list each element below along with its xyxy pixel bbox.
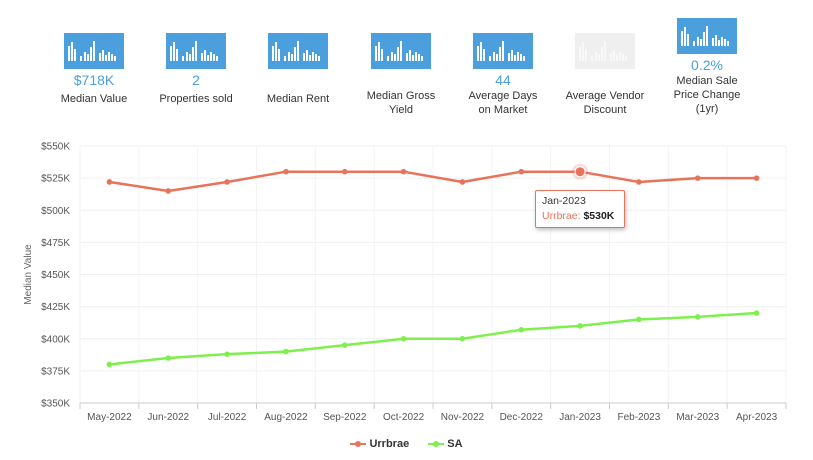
stat-label: Properties sold bbox=[144, 92, 248, 106]
data-point bbox=[106, 179, 113, 185]
stat-label-line: Yield bbox=[388, 104, 414, 116]
tooltip-series: Urrbrae: bbox=[542, 210, 581, 222]
stat-value: 0.2% bbox=[691, 57, 723, 73]
x-tick-label: Sep-2022 bbox=[323, 412, 367, 423]
stat-value: 44 bbox=[495, 72, 511, 88]
data-point bbox=[459, 179, 466, 185]
data-point bbox=[400, 168, 407, 175]
x-tick-label: Dec-2022 bbox=[500, 412, 544, 423]
stat-median-sale-price-change[interactable]: 0.2% Median Sale Price Change (1yr) bbox=[655, 18, 759, 116]
stat-label: Average Days on Market bbox=[451, 89, 555, 117]
stat-average-days-on-market[interactable]: 44 Average Days on Market bbox=[451, 18, 555, 117]
data-point bbox=[224, 179, 230, 185]
data-point bbox=[636, 179, 642, 185]
x-tick-label: Oct-2022 bbox=[383, 412, 425, 423]
chart-tooltip: Jan-2023 Urrbrae: $530K bbox=[535, 190, 625, 228]
stat-label-line: Price Change bbox=[673, 89, 741, 101]
bar-chart-icon bbox=[268, 33, 328, 69]
stat-label-line: Average Vendor bbox=[565, 90, 645, 102]
data-point bbox=[283, 168, 289, 175]
stat-label-line: Median Rent bbox=[266, 93, 330, 105]
bar-chart-icon bbox=[473, 33, 533, 69]
bar-chart-icon bbox=[677, 18, 737, 54]
stat-median-rent[interactable]: Median Rent bbox=[246, 18, 350, 106]
stat-average-vendor-discount[interactable]: Average Vendor Discount bbox=[553, 18, 657, 117]
highlighted-data-point bbox=[574, 166, 586, 178]
stat-median-gross-yield[interactable]: Median Gross Yield bbox=[349, 18, 453, 117]
stat-label: Median Gross Yield bbox=[349, 89, 453, 117]
y-axis-title: Median Value bbox=[23, 244, 34, 305]
x-tick-label: Jul-2022 bbox=[208, 412, 247, 423]
bar-chart-icon bbox=[575, 33, 635, 69]
y-tick-label: $475K bbox=[41, 238, 70, 249]
stat-label: Average Vendor Discount bbox=[553, 89, 657, 117]
stat-label-line: Average Days bbox=[468, 90, 538, 102]
stat-label-line: (1yr) bbox=[695, 103, 719, 115]
data-point bbox=[694, 175, 701, 181]
bar-chart-icon bbox=[166, 33, 226, 69]
x-tick-label: Aug-2022 bbox=[264, 412, 308, 423]
y-tick-label: $550K bbox=[41, 142, 70, 153]
legend-swatch bbox=[350, 439, 367, 449]
bar-chart-icon bbox=[64, 33, 124, 69]
y-tick-label: $400K bbox=[41, 334, 70, 345]
series-line-urrbrae bbox=[109, 170, 757, 193]
data-point bbox=[400, 335, 407, 342]
data-point bbox=[341, 342, 348, 348]
legend-label: Urrbrae bbox=[369, 438, 410, 450]
data-point bbox=[518, 326, 525, 333]
data-point bbox=[636, 316, 642, 323]
legend-swatch bbox=[428, 439, 445, 449]
stat-label-line: Median Value bbox=[60, 93, 128, 105]
stat-label-line: Properties sold bbox=[159, 93, 233, 105]
y-tick-label: $525K bbox=[41, 174, 70, 185]
data-point bbox=[106, 361, 113, 368]
stat-label-line: Median Sale bbox=[676, 75, 738, 87]
stat-properties-sold[interactable]: 2 Properties sold bbox=[144, 18, 248, 106]
stat-label-line: Discount bbox=[583, 104, 627, 116]
tooltip-row: Urrbrae: $530K bbox=[542, 209, 618, 224]
stat-label-line: on Market bbox=[478, 104, 528, 116]
stat-label: Median Sale Price Change (1yr) bbox=[655, 74, 759, 116]
stat-median-value[interactable]: $718K Median Value bbox=[42, 18, 146, 106]
legend-label: SA bbox=[447, 438, 463, 450]
series-line-sa bbox=[109, 311, 757, 366]
x-tick-label: Mar-2023 bbox=[676, 412, 719, 423]
x-tick-label: Feb-2023 bbox=[618, 412, 661, 423]
legend-item-sa[interactable]: SA bbox=[428, 438, 463, 450]
tooltip-date: Jan-2023 bbox=[542, 195, 586, 207]
stat-label: Median Rent bbox=[246, 92, 350, 106]
y-tick-label: $375K bbox=[41, 366, 70, 377]
y-tick-label: $500K bbox=[41, 206, 70, 217]
x-tick-label: Jan-2023 bbox=[559, 412, 601, 423]
stat-label: Median Value bbox=[42, 92, 146, 106]
legend-item-urrbrae[interactable]: Urrbrae bbox=[350, 438, 409, 450]
x-tick-label: Nov-2022 bbox=[441, 412, 485, 423]
y-tick-label: $450K bbox=[41, 270, 70, 281]
data-point bbox=[694, 314, 701, 320]
data-point bbox=[341, 168, 348, 175]
x-tick-label: Apr-2023 bbox=[736, 412, 778, 423]
data-point bbox=[459, 335, 466, 342]
stat-value: 2 bbox=[192, 72, 200, 88]
data-point bbox=[224, 351, 230, 357]
stat-label-line: Median Gross bbox=[366, 90, 436, 102]
data-point bbox=[577, 323, 583, 329]
bar-chart-icon bbox=[371, 33, 431, 69]
y-tick-label: $350K bbox=[41, 399, 70, 410]
x-tick-label: May-2022 bbox=[87, 412, 132, 423]
data-point bbox=[165, 355, 172, 361]
data-point bbox=[165, 188, 172, 194]
data-point bbox=[753, 310, 760, 316]
chart-legend: Urrbrae SA bbox=[0, 438, 813, 450]
data-point bbox=[283, 348, 289, 355]
data-point bbox=[753, 175, 760, 181]
stat-value: $718K bbox=[73, 72, 115, 88]
data-point bbox=[518, 168, 525, 175]
tooltip-value: $530K bbox=[583, 210, 615, 222]
y-tick-label: $425K bbox=[41, 302, 70, 313]
x-tick-label: Jun-2022 bbox=[147, 412, 189, 423]
